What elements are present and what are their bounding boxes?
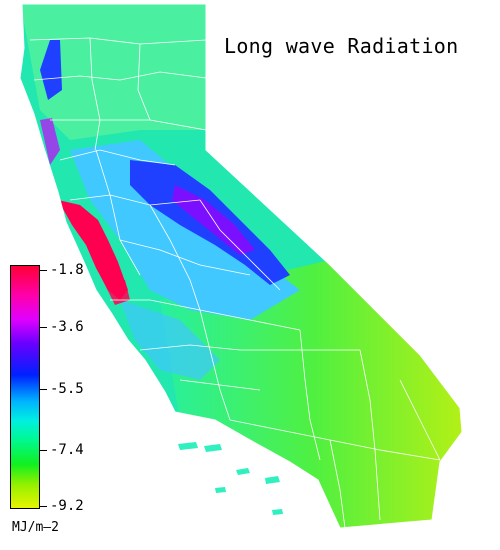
map-title: Long wave Radiation: [224, 34, 459, 58]
state-outline: [19, 3, 463, 529]
legend-tick-label: -5.5: [50, 381, 84, 397]
legend-tick-label: -7.4: [50, 442, 84, 458]
legend-tick: [39, 506, 47, 507]
legend-tick-label: -9.2: [50, 498, 84, 514]
region-bay-area: [58, 200, 128, 300]
legend-tick: [39, 270, 47, 271]
legend-tick-label: -1.8: [50, 262, 84, 278]
region-north-coast: [20, 4, 210, 140]
color-scale-bar: [10, 265, 40, 509]
legend-tick: [39, 389, 47, 390]
legend-tick: [39, 450, 47, 451]
region-central-valley: [70, 140, 300, 320]
legend-units: MJ/m—2: [12, 520, 59, 535]
legend-tick: [39, 327, 47, 328]
legend-tick-label: -3.6: [50, 319, 84, 335]
county-lines: [29, 37, 441, 528]
channel-islands: [178, 442, 283, 515]
